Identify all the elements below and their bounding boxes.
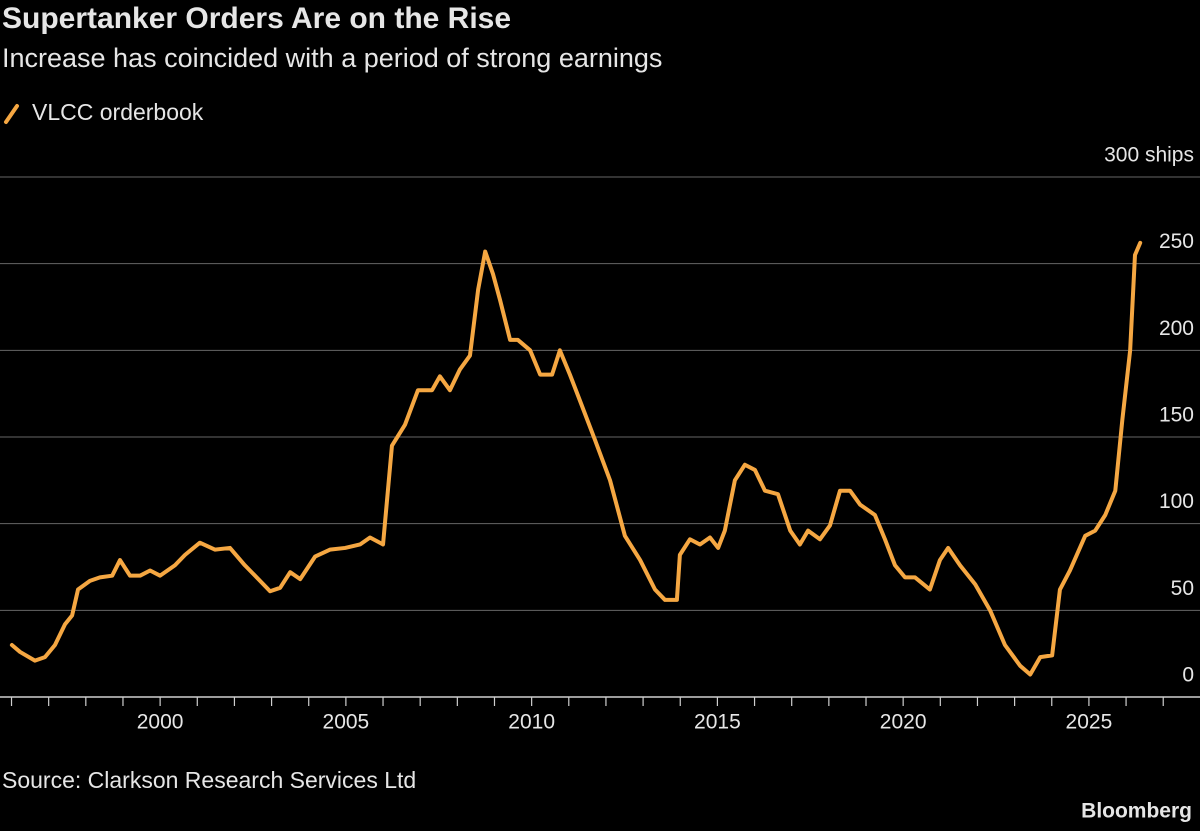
brand: Bloomberg: [1081, 800, 1192, 823]
data-line: [9, 240, 1143, 677]
legend-label: VLCC orderbook: [32, 99, 204, 125]
chart-subtitle: Increase has coincided with a period of …: [2, 43, 662, 73]
legend-swatch: [4, 104, 19, 124]
y-tick-label: 250: [1159, 230, 1194, 253]
y-tick-label: 0: [1182, 664, 1194, 687]
chart-title: Supertanker Orders Are on the Rise: [2, 2, 511, 35]
y-tick-label: 200: [1159, 317, 1194, 340]
x-tick-label: 2000: [137, 711, 184, 734]
y-tick-label: 50: [1171, 577, 1194, 600]
y-tick-label: 100: [1159, 490, 1194, 513]
x-tick-label: 2005: [323, 711, 370, 734]
x-tick-label: 2010: [508, 711, 555, 734]
source-note: Source: Clarkson Research Services Ltd: [2, 767, 416, 793]
x-tick-label: 2015: [694, 711, 741, 734]
x-tick-label: 2020: [880, 711, 927, 734]
legend: VLCC orderbook: [4, 99, 204, 125]
y-tick-label: 150: [1159, 404, 1194, 427]
y-tick-label: 300 ships: [1104, 144, 1194, 167]
x-tick-label: 2025: [1066, 711, 1113, 734]
